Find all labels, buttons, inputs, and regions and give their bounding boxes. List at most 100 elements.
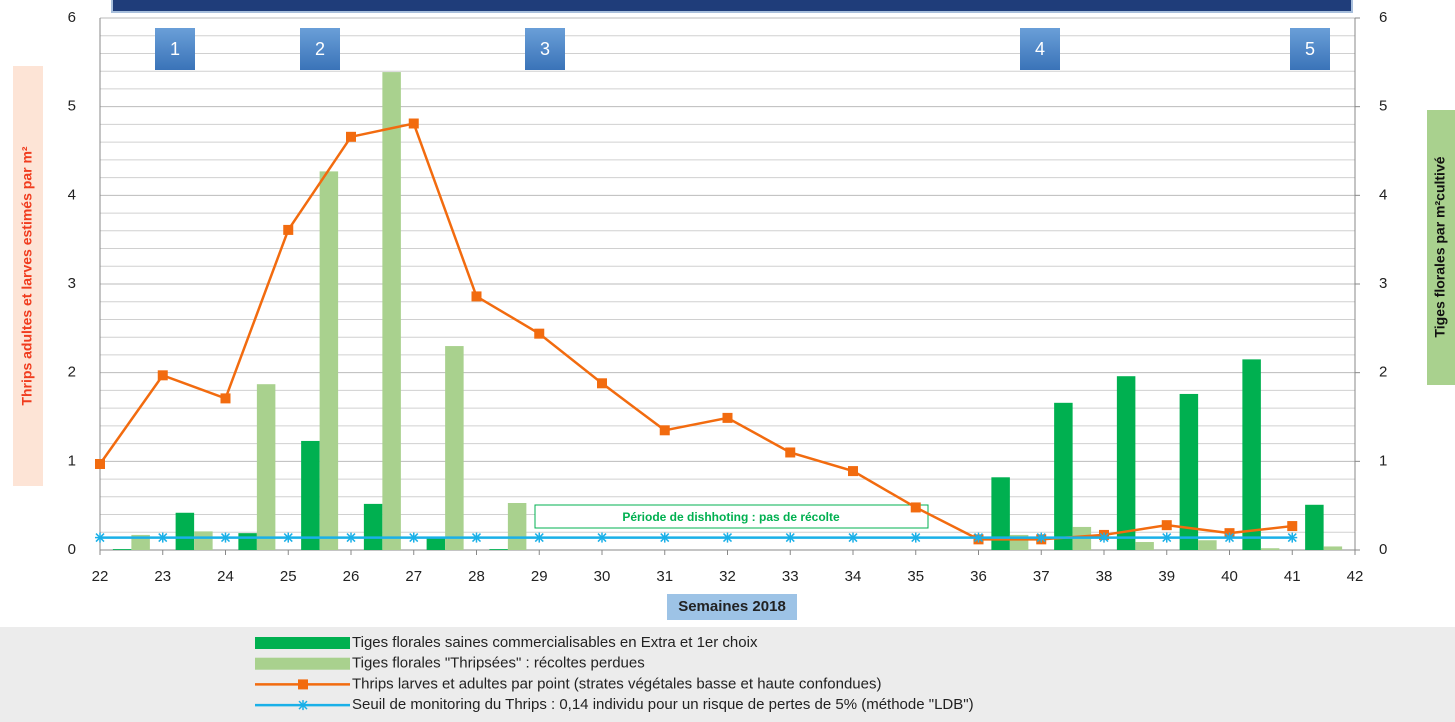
marker bbox=[471, 532, 482, 543]
y2-tick-label: 1 bbox=[1379, 452, 1387, 469]
period-box bbox=[1290, 28, 1330, 70]
bar bbox=[1179, 393, 1199, 550]
marker bbox=[597, 378, 607, 389]
marker bbox=[471, 291, 482, 302]
bar bbox=[426, 536, 446, 550]
x-tick-label: 24 bbox=[217, 568, 234, 585]
y-tick-label: 6 bbox=[68, 9, 76, 26]
marker-stroke bbox=[911, 533, 921, 543]
period-label: 5 bbox=[1305, 39, 1315, 59]
period-box bbox=[155, 28, 195, 70]
y-tick-label: 5 bbox=[68, 98, 76, 115]
y2-label-background bbox=[1427, 110, 1455, 385]
marker bbox=[346, 532, 356, 543]
bar bbox=[1323, 546, 1343, 550]
period-box bbox=[1020, 28, 1060, 70]
x-tick-label: 25 bbox=[280, 568, 297, 585]
legend-swatch bbox=[255, 657, 350, 670]
marker-stroke bbox=[1287, 533, 1297, 543]
marker-stroke bbox=[95, 533, 105, 543]
x-tick-label: 22 bbox=[92, 568, 109, 585]
bar bbox=[238, 533, 257, 550]
period-label: 2 bbox=[315, 39, 325, 59]
marker bbox=[283, 532, 294, 543]
marker bbox=[785, 532, 796, 543]
marker bbox=[534, 532, 545, 543]
period-label: 4 bbox=[1035, 39, 1045, 59]
marker bbox=[973, 532, 984, 543]
legend-background bbox=[0, 627, 1455, 722]
marker bbox=[1161, 532, 1172, 543]
x-tick-label: 34 bbox=[845, 568, 862, 585]
bar bbox=[445, 346, 464, 550]
marker-stroke bbox=[283, 533, 293, 543]
marker bbox=[1161, 520, 1172, 531]
y-tick-label: 0 bbox=[68, 541, 76, 558]
marker-stroke bbox=[1224, 533, 1235, 543]
bar bbox=[1305, 504, 1324, 550]
y2-axis-label: Tiges florales par m²cultivé bbox=[1432, 156, 1448, 337]
x-tick-label: 31 bbox=[656, 568, 673, 585]
marker-stroke bbox=[298, 700, 308, 710]
marker bbox=[659, 532, 670, 543]
marker-stroke bbox=[848, 533, 858, 543]
bar bbox=[1135, 542, 1154, 550]
marker bbox=[95, 458, 105, 469]
y2-tick-label: 2 bbox=[1379, 364, 1387, 381]
marker bbox=[408, 118, 419, 129]
marker bbox=[597, 532, 607, 543]
marker-stroke bbox=[471, 533, 482, 543]
y-tick-label: 2 bbox=[68, 364, 76, 381]
note-box bbox=[534, 504, 929, 529]
x-label-background bbox=[667, 594, 797, 620]
y2-tick-label: 5 bbox=[1379, 98, 1387, 115]
bar bbox=[363, 503, 383, 550]
marker bbox=[848, 532, 858, 543]
legend-marker bbox=[298, 679, 308, 690]
period-box bbox=[525, 28, 565, 70]
x-tick-label: 42 bbox=[1347, 568, 1364, 585]
marker-stroke bbox=[1099, 533, 1109, 543]
marker bbox=[722, 412, 733, 423]
y-label-background bbox=[13, 66, 43, 486]
x-tick-label: 30 bbox=[594, 568, 611, 585]
marker-stroke bbox=[1036, 533, 1046, 543]
period-label: 3 bbox=[540, 39, 550, 59]
legend-label: Seuil de monitoring du Thrips : 0,14 ind… bbox=[352, 696, 974, 713]
x-tick-label: 23 bbox=[154, 568, 171, 585]
bar bbox=[112, 549, 132, 550]
marker bbox=[157, 370, 168, 381]
y2-tick-label: 0 bbox=[1379, 541, 1387, 558]
marker bbox=[785, 447, 796, 458]
y-axis-label: Thrips adultes et larves estimés par m² bbox=[19, 146, 35, 405]
x-tick-label: 33 bbox=[782, 568, 799, 585]
bar bbox=[1260, 548, 1280, 550]
marker bbox=[283, 224, 294, 235]
period-box bbox=[300, 28, 340, 70]
marker bbox=[408, 532, 419, 543]
note-text: Période de dishhoting : pas de récolte bbox=[622, 510, 840, 524]
bar bbox=[194, 531, 213, 550]
legend-label: Thrips larves et adultes par point (stra… bbox=[352, 675, 881, 692]
y-tick-label: 4 bbox=[68, 186, 76, 203]
marker-stroke bbox=[534, 533, 544, 543]
bar bbox=[175, 512, 195, 550]
marker-stroke bbox=[973, 533, 984, 543]
marker bbox=[1287, 521, 1298, 532]
marker-stroke bbox=[597, 533, 607, 543]
marker bbox=[95, 532, 105, 543]
bar bbox=[1054, 402, 1073, 550]
marker-stroke bbox=[660, 533, 670, 543]
bar bbox=[507, 503, 527, 550]
x-tick-label: 41 bbox=[1284, 568, 1301, 585]
marker-stroke bbox=[158, 533, 168, 543]
x-tick-label: 40 bbox=[1221, 568, 1238, 585]
marker bbox=[1099, 532, 1109, 543]
marker-stroke bbox=[346, 533, 356, 543]
marker bbox=[722, 532, 733, 543]
x-tick-label: 32 bbox=[719, 568, 736, 585]
marker bbox=[220, 532, 231, 543]
marker-stroke bbox=[220, 533, 231, 543]
